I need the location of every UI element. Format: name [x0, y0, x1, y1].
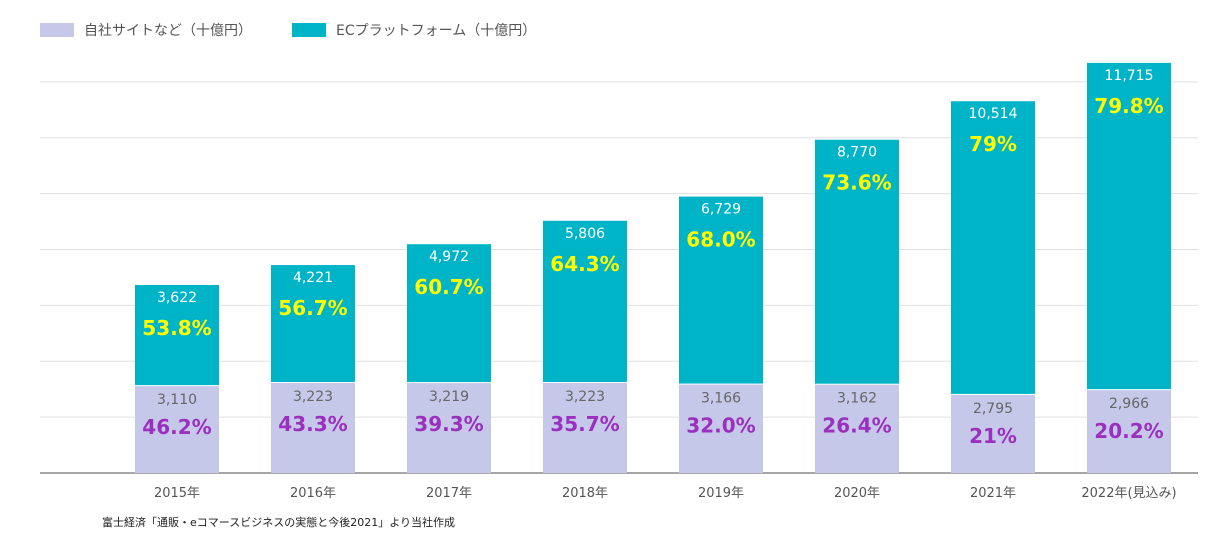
data-label-ec-platform-value: 8,770	[837, 145, 877, 161]
bar-own-site	[543, 382, 627, 473]
bar-ec-platform	[679, 196, 763, 384]
data-label-ec-platform-share: 64.3%	[550, 252, 619, 276]
data-label-own-site-share: 26.4%	[822, 414, 891, 438]
data-label-own-site-value: 3,223	[565, 389, 605, 405]
legend-label-ec-platform: ECプラットフォーム（十億円）	[336, 23, 537, 39]
bar-ec-platform	[543, 220, 627, 382]
data-label-ec-platform-share: 56.7%	[278, 296, 347, 320]
x-tick-label: 2015年	[154, 486, 200, 501]
data-label-ec-platform-share: 53.8%	[142, 316, 211, 340]
data-label-own-site-share: 32.0%	[686, 414, 755, 438]
bar-own-site	[951, 394, 1035, 473]
bar-own-site	[815, 384, 899, 473]
data-label-ec-platform-share: 73.6%	[822, 171, 891, 195]
data-label-own-site-value: 3,162	[837, 391, 877, 407]
bar-own-site	[135, 386, 219, 473]
data-label-own-site-share: 39.3%	[414, 412, 483, 436]
bar-ec-platform	[815, 139, 899, 384]
data-label-own-site-share: 21%	[969, 424, 1017, 448]
legend-label-own-site: 自社サイトなど（十億円）	[84, 23, 252, 39]
legend: 自社サイトなど（十億円） ECプラットフォーム（十億円）	[40, 20, 536, 40]
bar-ec-platform	[951, 101, 1035, 394]
data-label-own-site-value: 3,223	[293, 389, 333, 405]
data-label-ec-platform-share: 79%	[969, 132, 1017, 156]
legend-swatch-ec-platform	[292, 23, 326, 37]
data-label-own-site-share: 20.2%	[1094, 419, 1163, 443]
data-label-ec-platform-value: 6,729	[701, 202, 741, 218]
data-label-ec-platform-value: 5,806	[565, 226, 605, 242]
x-tick-label: 2019年	[698, 486, 744, 501]
data-label-ec-platform-value: 10,514	[969, 106, 1018, 122]
data-label-own-site-value: 2,966	[1109, 396, 1149, 412]
bar-ec-platform	[1087, 62, 1171, 390]
data-label-own-site-share: 35.7%	[550, 412, 619, 436]
data-label-ec-platform-share: 79.8%	[1094, 94, 1163, 118]
legend-item-ec-platform: ECプラットフォーム（十億円）	[292, 20, 536, 40]
x-tick-label: 2021年	[970, 486, 1016, 501]
x-tick-label: 2018年	[562, 486, 608, 501]
source-note: 富士経済「通販・eコマースビジネスの実態と今後2021」より当社作成	[102, 516, 455, 529]
bar-ec-platform	[135, 284, 219, 386]
x-tick-label: 2022年(見込み)	[1081, 486, 1176, 501]
data-label-ec-platform-share: 68.0%	[686, 228, 755, 252]
data-label-own-site-value: 3,166	[701, 391, 741, 407]
x-tick-label: 2017年	[426, 486, 472, 501]
data-label-ec-platform-value: 4,972	[429, 249, 469, 265]
bar-ec-platform	[271, 265, 355, 382]
data-label-own-site-share: 43.3%	[278, 412, 347, 436]
data-label-ec-platform-value: 11,715	[1105, 68, 1154, 84]
data-label-own-site-value: 3,219	[429, 389, 469, 405]
data-label-ec-platform-value: 4,221	[293, 270, 333, 286]
x-tick-label: 2016年	[290, 486, 336, 501]
data-label-ec-platform-value: 3,622	[157, 290, 197, 306]
bar-own-site	[407, 383, 491, 473]
bar-own-site	[271, 382, 355, 473]
bar-ec-platform	[407, 244, 491, 383]
legend-swatch-own-site	[40, 23, 74, 37]
bar-own-site	[1087, 390, 1171, 473]
data-label-ec-platform-share: 60.7%	[414, 275, 483, 299]
legend-item-own-site: 自社サイトなど（十億円）	[40, 20, 252, 40]
bar-own-site	[679, 384, 763, 473]
data-label-own-site-value: 2,795	[973, 401, 1013, 417]
data-label-own-site-value: 3,110	[157, 392, 197, 408]
x-tick-label: 2020年	[834, 486, 880, 501]
data-label-own-site-share: 46.2%	[142, 415, 211, 439]
